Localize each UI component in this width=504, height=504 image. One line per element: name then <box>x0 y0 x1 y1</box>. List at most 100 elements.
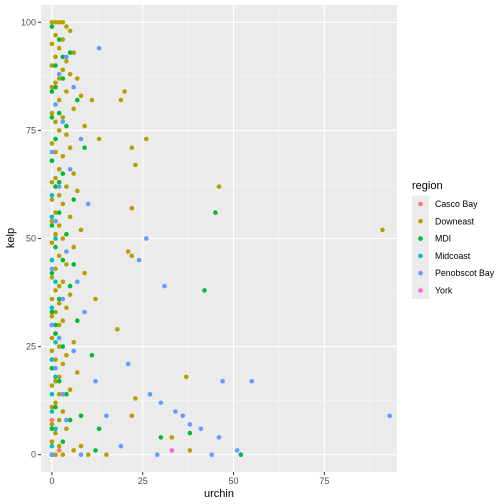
point-penobscot-bay <box>64 54 69 60</box>
point-downeast <box>49 404 55 410</box>
point-downeast <box>64 89 69 94</box>
point-mdi <box>213 210 218 215</box>
point-mdi <box>53 84 58 90</box>
point-penobscot-bay <box>136 257 142 263</box>
point-mdi <box>187 430 193 436</box>
point-mdi <box>56 210 62 215</box>
point-mdi <box>49 115 55 120</box>
point-mdi <box>89 353 95 358</box>
point-downeast <box>71 171 76 176</box>
point-downeast <box>118 97 124 103</box>
point-downeast <box>56 344 62 349</box>
point-penobscot-bay <box>56 71 62 77</box>
point-downeast <box>56 301 62 306</box>
point-penobscot-bay <box>85 201 91 207</box>
point-midcoast <box>49 193 55 198</box>
point-mdi <box>49 309 55 315</box>
point-penobscot-bay <box>96 45 102 51</box>
point-mdi <box>202 288 207 293</box>
point-downeast <box>53 80 58 86</box>
point-downeast <box>53 430 58 436</box>
point-downeast <box>56 253 62 259</box>
point-downeast <box>53 119 58 125</box>
point-mdi <box>78 413 84 419</box>
point-downeast <box>49 348 55 354</box>
point-downeast <box>56 417 62 423</box>
point-mdi <box>53 184 58 189</box>
point-mdi <box>82 145 87 150</box>
point-downeast <box>60 154 66 159</box>
point-downeast <box>49 63 55 68</box>
point-downeast <box>53 452 58 458</box>
point-downeast <box>67 292 73 298</box>
point-midcoast <box>49 409 55 414</box>
point-penobscot-bay <box>249 378 254 384</box>
point-mdi <box>49 426 55 432</box>
legend-key-mdi <box>418 236 423 241</box>
point-downeast <box>75 188 80 194</box>
legend-label: Penobscot Bay <box>435 268 495 278</box>
point-mdi <box>75 318 80 324</box>
point-mdi <box>49 158 55 163</box>
point-downeast <box>64 426 69 432</box>
legend-label: Midcoast <box>435 251 471 261</box>
point-downeast <box>53 378 58 384</box>
legend: region Casco Bay Downeast MDI Midcoast Penob… <box>407 176 501 299</box>
point-downeast <box>64 184 69 189</box>
point-downeast <box>49 20 55 25</box>
point-downeast <box>60 452 66 458</box>
point-midcoast <box>53 374 58 380</box>
point-downeast <box>49 275 55 280</box>
legend-title: region <box>412 180 443 192</box>
point-mdi <box>158 435 164 440</box>
point-downeast <box>71 50 76 55</box>
point-mdi <box>60 76 66 81</box>
point-downeast <box>56 443 62 449</box>
point-mdi <box>238 452 244 458</box>
point-downeast <box>53 33 58 38</box>
point-downeast <box>49 41 55 47</box>
legend-key-midcoast <box>418 253 423 259</box>
point-downeast <box>53 357 58 362</box>
point-mdi <box>49 24 55 29</box>
x-tick-label: 75 <box>319 476 329 486</box>
point-penobscot-bay <box>220 378 225 384</box>
point-downeast <box>85 452 91 458</box>
point-downeast <box>49 84 55 90</box>
point-casco-bay <box>56 448 62 453</box>
point-downeast <box>133 396 138 401</box>
point-downeast <box>49 314 55 319</box>
point-downeast <box>49 439 55 445</box>
point-midcoast <box>49 257 55 263</box>
point-midcoast <box>49 214 55 220</box>
point-penobscot-bay <box>173 409 178 414</box>
point-penobscot-bay <box>82 309 87 315</box>
y-tick-label: 25 <box>26 342 36 352</box>
point-downeast <box>53 309 58 315</box>
legend-label: Downeast <box>435 216 475 226</box>
point-penobscot-bay <box>60 119 66 125</box>
point-downeast <box>216 184 222 189</box>
point-mdi <box>60 54 66 60</box>
data-points <box>49 20 393 458</box>
y-tick-label: 50 <box>26 234 36 244</box>
point-penobscot-bay <box>387 413 393 419</box>
point-downeast <box>64 305 69 311</box>
point-downeast <box>71 340 76 345</box>
legend-label: MDI <box>435 234 451 244</box>
point-midcoast <box>49 391 55 397</box>
point-downeast <box>56 193 62 198</box>
point-downeast <box>380 227 385 233</box>
point-downeast <box>125 249 131 254</box>
point-penobscot-bay <box>78 136 84 142</box>
point-downeast <box>60 201 66 207</box>
point-penobscot-bay <box>144 236 149 241</box>
point-downeast <box>53 288 58 293</box>
point-downeast <box>56 391 62 397</box>
point-downeast <box>78 227 84 233</box>
point-downeast <box>67 28 73 34</box>
point-downeast <box>49 296 55 302</box>
legend-key-york <box>418 288 423 293</box>
point-downeast <box>60 279 66 285</box>
point-downeast <box>60 318 66 324</box>
